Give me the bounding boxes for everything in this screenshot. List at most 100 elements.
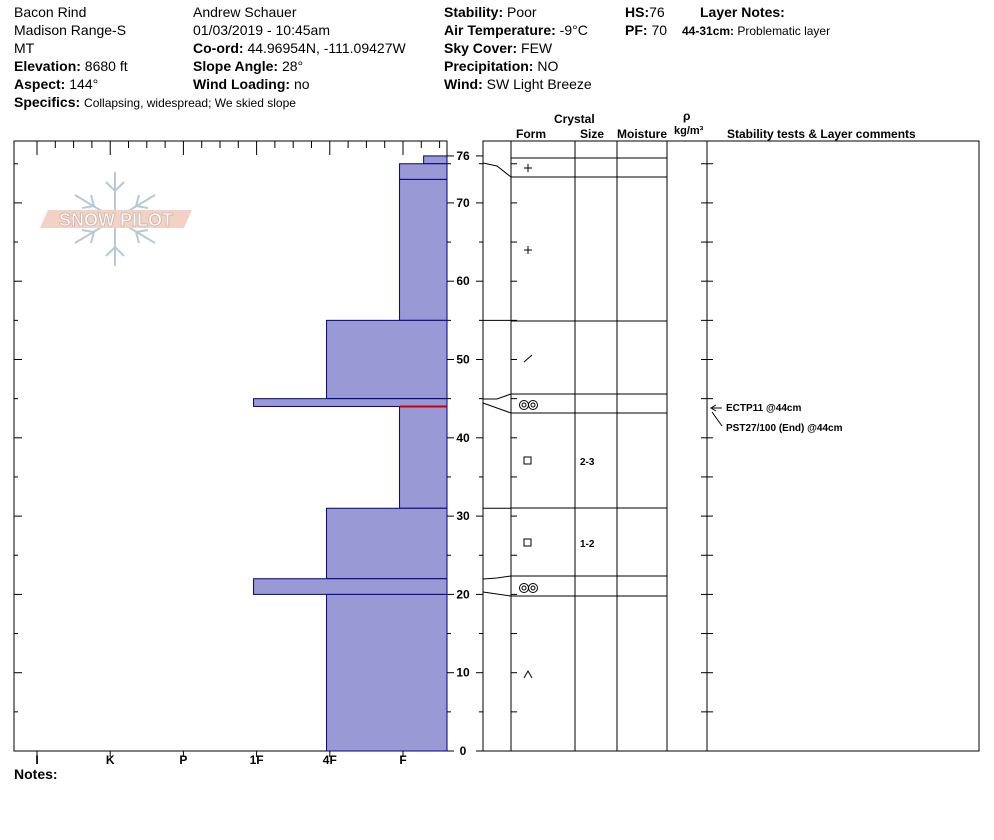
range: Madison Range-S xyxy=(14,22,127,38)
hardness-tick-label: 1F xyxy=(250,753,264,767)
snow-layer-bar xyxy=(399,178,448,321)
air-temp-label: Air Temperature: xyxy=(444,22,556,38)
snow-layer-bar xyxy=(326,319,448,400)
hs-value: 76 xyxy=(649,4,665,20)
elevation: Elevation: 8680 ft xyxy=(14,57,128,75)
logo-text: SNOW PILOT xyxy=(59,210,173,230)
snow-layer-bar xyxy=(253,578,448,595)
melt-form-icon xyxy=(519,583,529,593)
height-tick-label: 70 xyxy=(456,196,470,210)
layer-note-text: Problematic layer xyxy=(737,24,831,38)
layer-connector xyxy=(482,575,512,580)
elevation-label: Elevation: xyxy=(14,58,81,74)
coord-value: 44.96954N, -111.09427W xyxy=(247,40,406,56)
stability-test-label: PST27/100 (End) @44cm xyxy=(726,423,843,434)
test-arrow xyxy=(711,411,723,427)
wind: Wind: SW Light Breeze xyxy=(444,75,592,93)
stability-label: Stability: xyxy=(444,4,504,20)
layer-connector xyxy=(482,402,512,414)
aspect-value: 144° xyxy=(69,76,99,92)
size-header: Size xyxy=(580,127,605,141)
snow-layer-bar xyxy=(253,398,448,407)
slope-label: Slope Angle: xyxy=(193,58,279,74)
wind-value: SW Light Breeze xyxy=(486,76,592,92)
specifics-value: Collapsing, widespread; We skied slope xyxy=(84,96,296,110)
layer-note-range: 44-31cm: xyxy=(682,24,735,38)
melt-form-icon xyxy=(521,402,527,408)
hardness-tick-label: F xyxy=(399,753,406,767)
sky-value: FEW xyxy=(521,40,553,56)
hardness-tick-label: I xyxy=(35,753,38,767)
slope-angle: Slope Angle: 28° xyxy=(193,57,303,75)
wind-loading-label: Wind Loading: xyxy=(193,76,291,92)
precip-label: Precipitation: xyxy=(444,58,534,74)
air-temperature: Air Temperature: -9°C xyxy=(444,21,588,39)
density-symbol: ρ xyxy=(683,109,691,123)
height-tick-label: 76 xyxy=(456,149,470,163)
snow-layer-bar xyxy=(326,593,448,752)
pf-value: 70 xyxy=(651,22,668,38)
sky-cover: Sky Cover: FEW xyxy=(444,39,552,57)
specifics-label: Specifics: xyxy=(14,94,81,110)
snow-layer-bar xyxy=(326,507,448,580)
air-temp-value: -9°C xyxy=(559,22,588,38)
layer-note: 44-31cm: Problematic layer xyxy=(682,22,830,40)
slope-value: 28° xyxy=(281,58,304,74)
stability-tests-header: Stability tests & Layer comments xyxy=(727,127,916,141)
location: Bacon Rind xyxy=(14,4,87,20)
hardness-tick-label: 4F xyxy=(323,753,337,767)
moisture-header: Moisture xyxy=(617,127,668,141)
faceted-crystal-icon xyxy=(523,538,532,547)
melt-form-icon xyxy=(530,585,536,591)
stability: Stability: Poor xyxy=(444,3,537,21)
crystal-size-label: 1-2 xyxy=(580,539,595,550)
form-header: Form xyxy=(516,127,546,141)
faceted-crystal-icon xyxy=(523,456,532,465)
wind-label: Wind: xyxy=(444,76,483,92)
penetration-foot: PF: 70 xyxy=(625,21,667,39)
melt-form-icon xyxy=(519,400,529,410)
coordinates: Co-ord: 44.96954N, -111.09427W xyxy=(193,39,406,57)
aspect-label: Aspect: xyxy=(14,76,66,92)
layer-connector xyxy=(483,393,512,400)
sky-label: Sky Cover: xyxy=(444,40,518,56)
height-tick-label: 10 xyxy=(456,666,470,680)
stability-value: Poor xyxy=(507,4,537,20)
snow-layer-bar xyxy=(399,405,448,509)
elevation-value: 8680 ft xyxy=(84,58,128,74)
depth-hoar-icon xyxy=(523,669,533,679)
pf-label: PF: xyxy=(625,22,648,38)
wind-loading: Wind Loading: no xyxy=(193,75,310,93)
observer: Andrew Schauer xyxy=(193,4,297,20)
state: MT xyxy=(14,40,35,56)
density-unit: kg/m³ xyxy=(674,125,704,137)
wind-loading-value: no xyxy=(293,76,310,92)
snow-layer-bar xyxy=(423,155,448,165)
crystal-header: Crystal xyxy=(554,112,595,126)
height-tick-label: 40 xyxy=(456,431,470,445)
hardness-tick-label: P xyxy=(179,753,187,767)
notes-label: Notes: xyxy=(14,766,58,782)
crystal-size-label: 2-3 xyxy=(580,457,595,468)
melt-form-icon xyxy=(530,402,536,408)
height-tick-label: 50 xyxy=(456,353,470,367)
coord-label: Co-ord: xyxy=(193,40,244,56)
hs-label: HS: xyxy=(625,4,650,20)
snow-height: HS:76 xyxy=(625,3,665,21)
snow-layer-bar xyxy=(399,163,448,180)
hardness-tick-label: K xyxy=(106,753,115,767)
melt-form-icon xyxy=(521,585,527,591)
height-tick-label: 60 xyxy=(456,274,470,288)
decomposing-fragment-icon xyxy=(523,354,533,363)
aspect: Aspect: 144° xyxy=(14,75,98,93)
datetime: 01/03/2019 - 10:45am xyxy=(193,22,330,38)
layer-connector xyxy=(482,591,512,597)
melt-form-icon xyxy=(528,400,538,410)
layer-table-frame xyxy=(482,140,980,752)
precipitation: Precipitation: NO xyxy=(444,57,558,75)
height-tick-label: 30 xyxy=(456,509,470,523)
height-tick-label: 20 xyxy=(456,587,470,601)
stability-test-label: ECTP11 @44cm xyxy=(726,403,801,414)
logo-banner xyxy=(40,210,192,228)
